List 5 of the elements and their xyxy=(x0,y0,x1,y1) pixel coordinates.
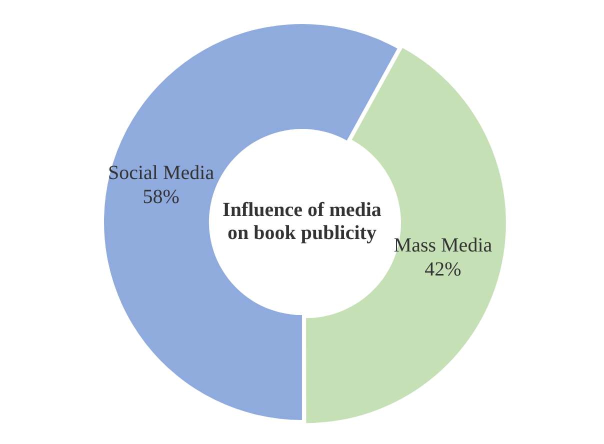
text: Influence of media on book publicity xyxy=(222,198,382,246)
slice-label: Social Media xyxy=(108,162,214,184)
slice-label: Mass Media xyxy=(394,234,492,256)
data-label: 42% xyxy=(424,258,462,280)
data-label: 58% xyxy=(142,186,180,208)
